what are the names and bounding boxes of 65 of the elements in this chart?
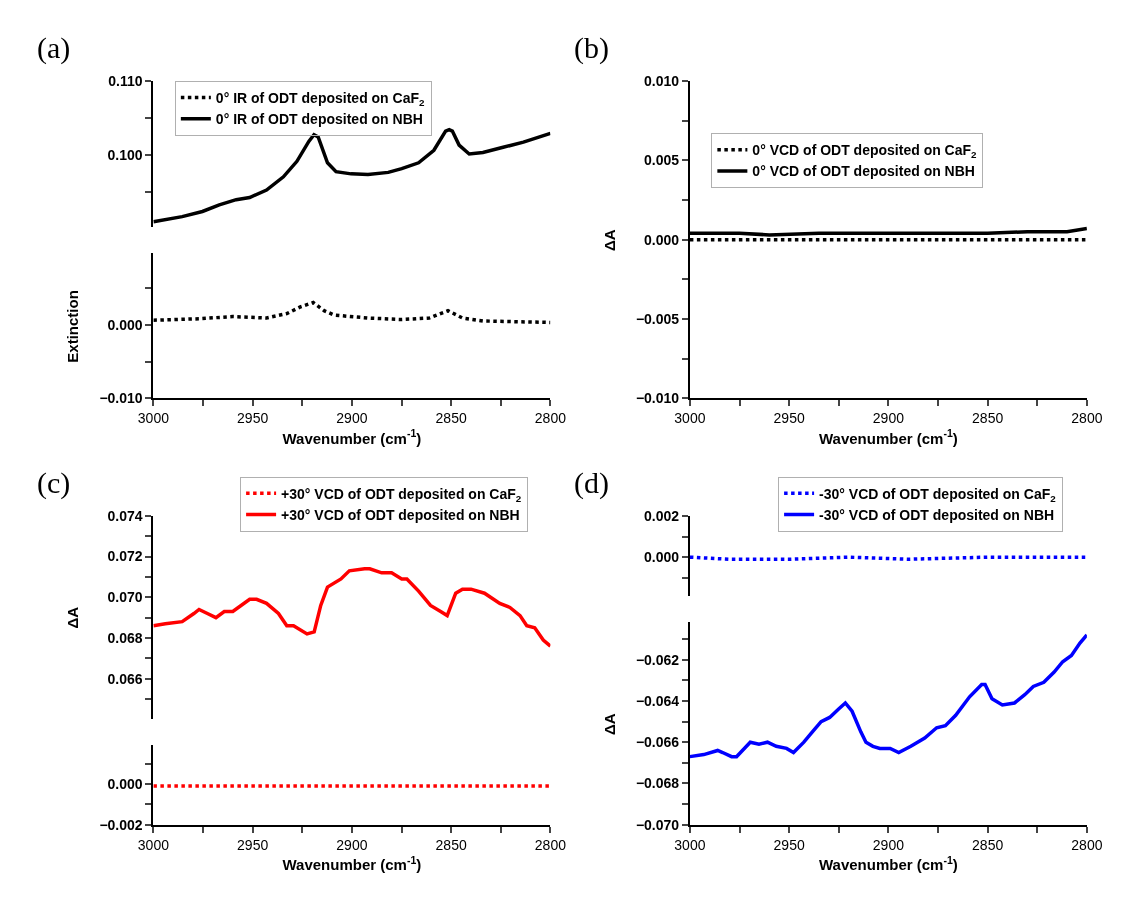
- x-tick-label: 2850: [435, 410, 467, 427]
- chart-title: (a): [37, 31, 71, 65]
- y-tick-label: −0.002: [99, 816, 143, 833]
- y-tick-label: 0.070: [107, 589, 143, 606]
- legend-label: 0° IR of ODT deposited on CaF$_{2}$: [215, 89, 426, 108]
- y-tick-label: 0.066: [107, 670, 143, 687]
- x-tick-label: 2950: [773, 410, 805, 427]
- y-tick-label: 0.000: [644, 549, 680, 566]
- y-tick-label: −0.068: [635, 775, 680, 792]
- x-tick-label: 2900: [336, 836, 368, 853]
- x-axis-title: Wavenumber (cm$^{-1}$): [282, 427, 422, 447]
- y-axis-title: ΔA: [64, 606, 82, 629]
- y-tick-label: −0.010: [99, 390, 143, 407]
- x-tick-label: 3000: [137, 410, 170, 427]
- legend-label: 0° VCD of ODT deposited on NBH: [752, 163, 975, 180]
- y-tick-label: −0.070: [635, 816, 680, 833]
- y-tick-label: −0.062: [635, 651, 680, 668]
- x-axis-title: Wavenumber (cm$^{-1}$): [818, 427, 958, 447]
- x-tick-label: 3000: [137, 836, 170, 853]
- x-tick-label: 3000: [674, 410, 706, 427]
- x-tick-label: 2800: [534, 410, 567, 427]
- y-tick-label: 0.010: [644, 72, 680, 89]
- x-tick-label: 2900: [872, 836, 905, 853]
- x-tick-label: 2800: [1071, 836, 1103, 853]
- y-tick-label: 0.000: [644, 231, 680, 248]
- legend-label: +30° VCD of ODT deposited on CaF$_{2}$: [281, 485, 522, 504]
- y-tick-label: 0.110: [108, 72, 143, 89]
- line-series: [153, 567, 551, 648]
- legend-label: 0° IR of ODT deposited on NBH: [215, 111, 423, 128]
- legend-label: 0° VCD of ODT deposited on CaF$_{2}$: [752, 142, 978, 161]
- y-tick-label: 0.074: [107, 507, 143, 524]
- x-tick-label: 2900: [336, 410, 368, 427]
- y-tick-label: −0.010: [635, 390, 680, 407]
- y-tick-label: 0.005: [644, 152, 680, 169]
- x-tick-label: 2900: [872, 410, 905, 427]
- x-tick-label: 2950: [237, 836, 269, 853]
- y-axis-title: ΔA: [600, 229, 618, 252]
- x-tick-label: 2850: [972, 836, 1004, 853]
- chart-title: (d): [574, 466, 609, 500]
- chart-title: (c): [37, 466, 71, 500]
- x-tick-label: 2950: [237, 410, 269, 427]
- x-tick-label: 2850: [435, 836, 467, 853]
- y-axis-title: ΔA: [600, 713, 618, 736]
- x-tick-label: 2800: [1071, 410, 1103, 427]
- x-tick-label: 2950: [773, 836, 805, 853]
- line-series: [689, 633, 1087, 759]
- y-tick-label: 0.002: [644, 507, 680, 524]
- x-tick-label: 2800: [534, 836, 567, 853]
- y-tick-label: −0.005: [635, 310, 680, 327]
- x-tick-label: 2850: [972, 410, 1004, 427]
- y-tick-label: −0.066: [635, 734, 680, 751]
- y-tick-label: 0.072: [107, 548, 143, 565]
- legend-label: -30° VCD of ODT deposited on NBH: [819, 507, 1055, 524]
- y-axis-title: Extinction: [64, 290, 82, 363]
- y-tick-label: 0.000: [107, 316, 143, 333]
- chart-title: (b): [574, 31, 609, 65]
- legend-label: -30° VCD of ODT deposited on CaF$_{2}$: [819, 485, 1057, 504]
- legend-label: +30° VCD of ODT deposited on NBH: [281, 507, 520, 524]
- y-tick-label: 0.100: [107, 146, 143, 163]
- x-axis-title: Wavenumber (cm$^{-1}$): [282, 853, 422, 874]
- x-tick-label: 3000: [674, 836, 706, 853]
- x-axis-title: Wavenumber (cm$^{-1}$): [818, 853, 958, 874]
- y-tick-label: 0.068: [107, 629, 143, 646]
- y-tick-label: −0.064: [635, 692, 680, 709]
- y-tick-label: 0.000: [107, 775, 143, 792]
